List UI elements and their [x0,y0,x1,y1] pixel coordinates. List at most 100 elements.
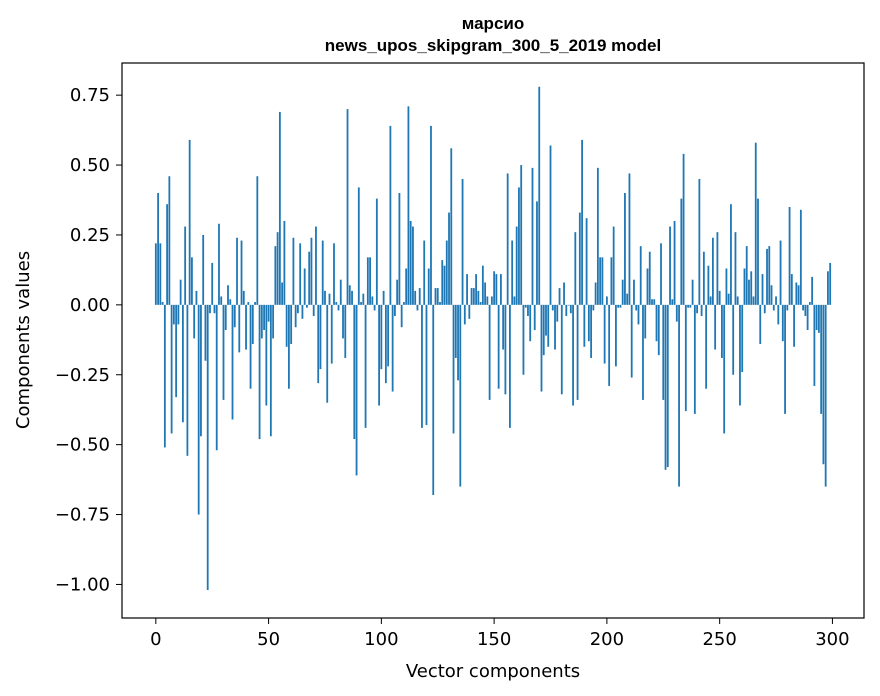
bar-67 [306,304,308,308]
bar-30 [222,304,225,400]
bar-47 [260,304,263,339]
bar-58 [285,304,288,347]
bar-120 [425,304,428,426]
bar-266 [754,142,757,305]
bar-5 [166,204,169,305]
bar-230 [673,220,676,305]
bar-247 [711,237,714,305]
bar-150 [493,271,496,305]
bar-177 [554,304,556,350]
bar-24 [209,304,211,314]
bar-192 [587,304,590,342]
bar-229 [671,299,674,305]
bar-56 [281,282,284,305]
bar-259 [739,304,741,406]
bar-238 [691,279,694,305]
bar-234 [682,153,685,305]
bar-16 [191,257,193,305]
bar-104 [389,125,392,305]
bar-25 [211,262,214,305]
bars-group [154,86,832,591]
bar-152 [497,304,500,389]
bar-116 [416,304,419,311]
bar-185 [572,304,574,406]
bar-72 [317,304,320,384]
bar-161 [518,187,520,305]
chart-title-line2: news_upos_skipgram_300_5_2019 model [325,36,661,55]
bar-239 [693,304,696,414]
bar-196 [596,167,599,305]
bar-132 [452,304,455,434]
bar-27 [215,304,218,451]
bar-276 [777,304,780,325]
bar-138 [466,274,468,305]
bar-11 [179,279,182,305]
y-tick-label: −0.50 [55,435,110,456]
bar-99 [378,304,381,406]
bar-77 [328,293,331,305]
bar-131 [450,148,453,305]
bar-268 [759,304,762,344]
bar-207 [621,279,624,305]
bar-164 [524,304,527,308]
bar-153 [499,274,502,305]
x-tick-label: 0 [150,629,161,650]
bar-26 [213,304,216,314]
bar-210 [628,173,631,305]
bar-54 [276,232,279,305]
bar-21 [202,234,205,305]
bar-83 [342,304,344,339]
bar-144 [479,302,482,305]
bar-64 [299,243,302,305]
bar-90 [357,187,360,305]
bar-174 [547,304,550,347]
bar-126 [439,302,441,305]
bar-286 [799,209,802,305]
bar-162 [520,165,523,305]
bar-44 [254,302,256,305]
bar-271 [766,248,768,305]
bar-244 [705,304,708,389]
bar-169 [536,201,538,305]
bar-159 [513,296,516,305]
bar-129 [445,240,448,305]
bar-87 [351,290,353,305]
bar-23 [206,304,209,591]
bar-233 [680,198,683,305]
bar-212 [633,279,635,305]
bar-231 [675,304,678,322]
bar-98 [375,198,378,305]
bar-46 [258,304,261,440]
x-tick-label: 50 [257,629,280,650]
bar-184 [569,304,572,314]
bar-197 [599,257,602,305]
bar-84 [344,304,347,358]
bar-285 [797,285,800,305]
bar-257 [734,232,737,305]
bar-176 [551,304,554,311]
bar-43 [251,304,254,344]
bar-50 [267,304,270,322]
bar-293 [815,304,818,331]
bar-188 [578,212,581,305]
bar-91 [360,302,362,305]
bar-97 [373,304,376,311]
bar-225 [662,304,665,400]
bar-274 [772,304,775,311]
bar-232 [678,304,680,487]
bar-270 [763,304,766,314]
bar-76 [326,304,329,403]
bar-8 [172,304,175,325]
y-tick-label: 0.75 [70,85,110,106]
bar-299 [829,262,832,305]
x-tick-label: 250 [702,629,736,650]
bar-165 [527,304,529,317]
bar-214 [637,304,640,325]
bar-249 [716,232,719,305]
bar-201 [608,304,611,386]
bar-248 [714,304,717,350]
bar-243 [702,251,705,305]
bar-145 [481,265,484,305]
bar-245 [707,265,710,305]
bar-288 [804,304,807,317]
